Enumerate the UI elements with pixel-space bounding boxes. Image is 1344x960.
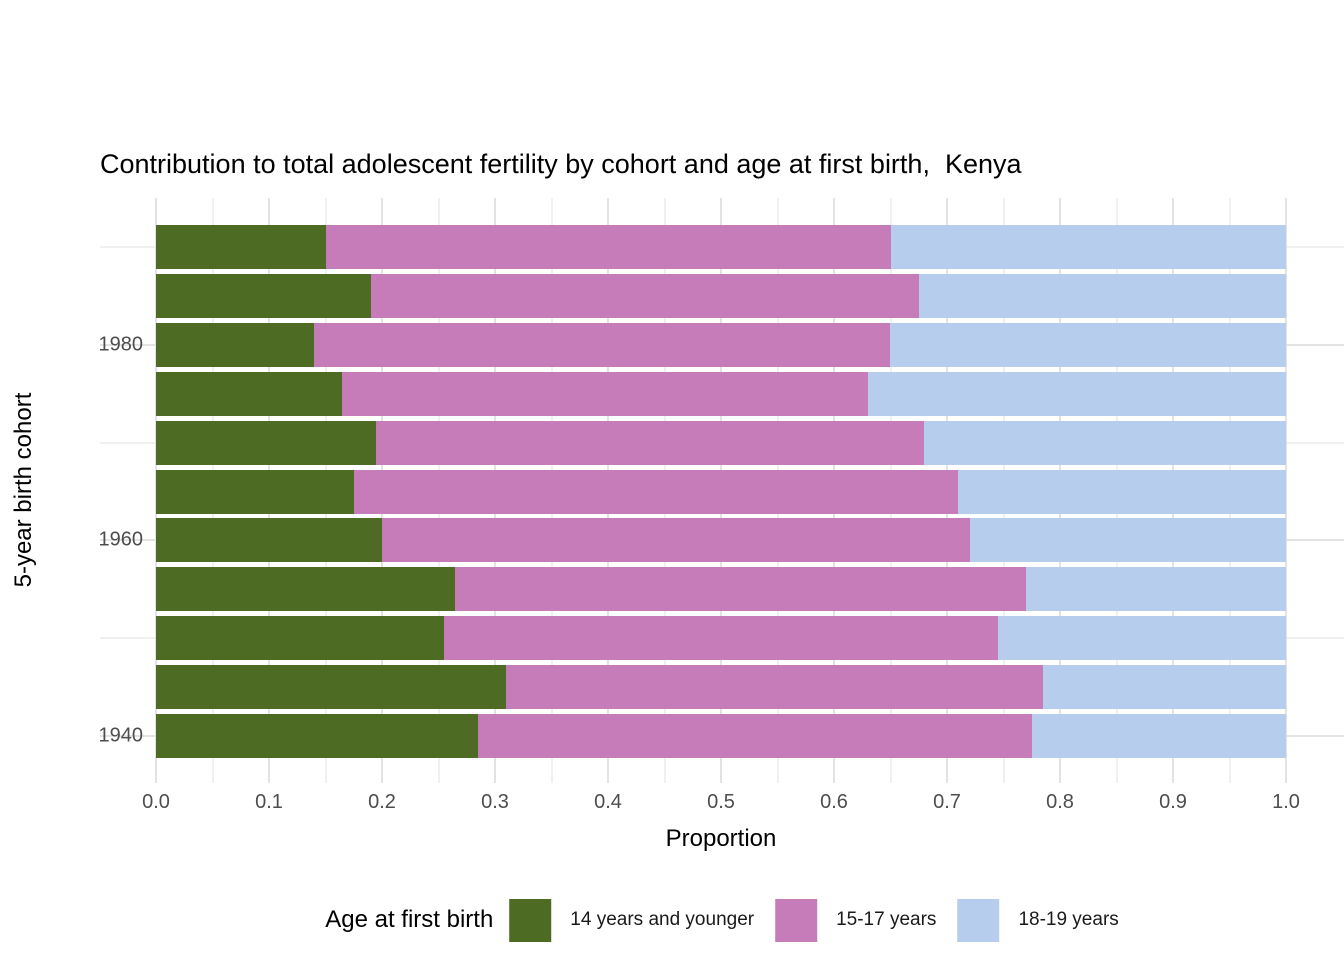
bar-segment: [924, 420, 1286, 465]
bar-segment: [156, 469, 354, 514]
bar-segment: [478, 714, 1032, 758]
legend-swatch: [957, 898, 1000, 942]
bar-segment: [1026, 567, 1286, 612]
bar-segment: [370, 273, 919, 318]
bar-row-1990: [156, 225, 1286, 269]
bar-row-1985: [156, 273, 1286, 318]
bar-segment: [997, 616, 1286, 661]
bar-segment: [918, 273, 1286, 318]
bar-segment: [156, 322, 315, 367]
bar-segment: [455, 567, 1027, 612]
bar-segment: [353, 469, 959, 514]
bar-row-1975: [156, 371, 1286, 416]
x-tick-label: 0.1: [255, 791, 283, 813]
chart-title: Contribution to total adolescent fertili…: [100, 149, 1022, 179]
y-tick-label: 1980: [98, 333, 144, 356]
bar-segment: [867, 371, 1286, 416]
y-axis-title: 5-year birth cohort: [10, 392, 37, 588]
bar-segment: [890, 225, 1286, 269]
bar-row-1980: [156, 322, 1286, 367]
legend-item-label: 18-19 years: [1018, 909, 1119, 930]
legend-swatch: [509, 898, 552, 942]
x-tick-label: 0.6: [820, 791, 848, 813]
bar-segment: [444, 616, 998, 661]
bar-segment: [156, 225, 326, 269]
legend-item: 14 years and younger: [509, 898, 755, 942]
x-axis: 0.0 0.1 0.2 0.3 0.4 0.5 0.6 0.7 0.8 0.9 1.0: [100, 791, 1344, 817]
x-axis-title: Proportion: [665, 825, 777, 852]
gridline-vertical-major: [1285, 198, 1287, 783]
bar-segment: [156, 714, 479, 758]
bar-row-1945: [156, 665, 1286, 710]
legend: Age at first birth 14 years and younger 1…: [325, 896, 1119, 944]
bar-segment: [376, 420, 925, 465]
x-tick-label: 0.5: [707, 791, 735, 813]
bar-row-1940: [156, 714, 1286, 758]
y-tick-label: 1960: [98, 528, 144, 551]
bar-segment: [382, 518, 970, 563]
x-tick-label: 0.2: [368, 791, 396, 813]
x-tick-label: 0.7: [933, 791, 961, 813]
bar-row-1970: [156, 420, 1286, 465]
bar-row-1955: [156, 567, 1286, 612]
legend-item: 15-17 years: [775, 898, 937, 942]
x-tick-label: 0.4: [594, 791, 622, 813]
legend-item-label: 14 years and younger: [570, 909, 755, 930]
bar-segment: [156, 518, 382, 563]
x-tick-label: 0.9: [1159, 791, 1187, 813]
bar-row-1960: [156, 518, 1286, 563]
legend-swatch: [775, 898, 818, 942]
bar-segment: [1031, 714, 1286, 758]
legend-title: Age at first birth: [325, 906, 494, 933]
bar-row-1965: [156, 469, 1286, 514]
bar-segment: [958, 469, 1286, 514]
legend-item-label: 15-17 years: [836, 909, 937, 930]
bar-row-1950: [156, 616, 1286, 661]
x-tick-label: 1.0: [1272, 791, 1300, 813]
bar-segment: [156, 665, 507, 710]
bar-segment: [969, 518, 1286, 563]
bar-segment: [156, 616, 445, 661]
bar-segment: [1043, 665, 1286, 710]
x-tick-label: 0.0: [142, 791, 170, 813]
bar-segment: [342, 371, 868, 416]
bar-segment: [325, 225, 891, 269]
y-tick-label: 1940: [98, 724, 144, 747]
bar-segment: [314, 322, 891, 367]
x-tick-label: 0.3: [481, 791, 509, 813]
bar-segment: [890, 322, 1286, 367]
bar-segment: [156, 420, 377, 465]
bar-segment: [156, 371, 343, 416]
bar-segment: [156, 567, 456, 612]
bar-segment: [506, 665, 1044, 710]
legend-item: 18-19 years: [957, 898, 1119, 942]
bar-segment: [156, 273, 371, 318]
plot-panel: [100, 198, 1344, 783]
x-tick-label: 0.8: [1046, 791, 1074, 813]
